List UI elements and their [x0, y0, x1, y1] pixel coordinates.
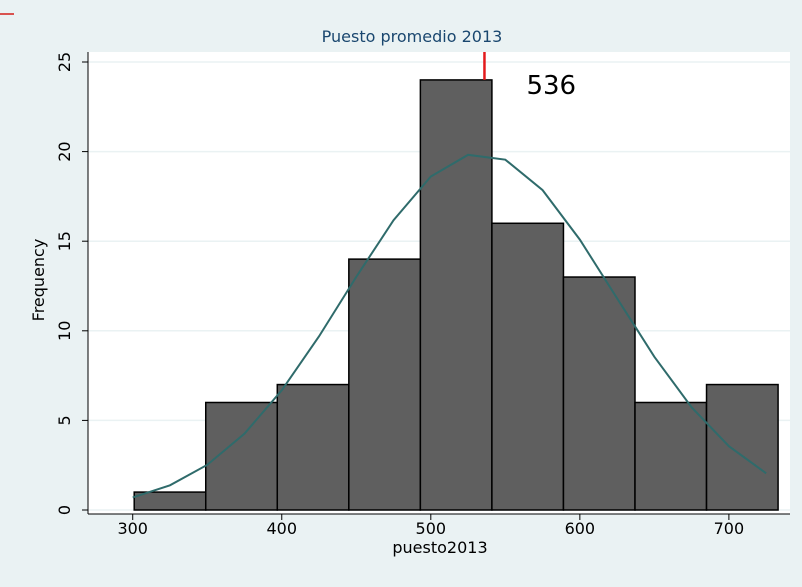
- x-tick-label: 600: [565, 519, 596, 538]
- normal-curve: [132, 153, 767, 499]
- bar: [419, 79, 493, 511]
- y-tick-label: 5: [55, 415, 74, 425]
- x-tick-label: 300: [117, 519, 148, 538]
- x-tick-label: 400: [266, 519, 297, 538]
- x-tick-label: 700: [714, 519, 745, 538]
- y-tick-label: 20: [55, 141, 74, 161]
- y-tick-label: 0: [55, 505, 74, 515]
- bar: [634, 401, 708, 511]
- x-tick-label: 500: [416, 519, 447, 538]
- bar: [276, 383, 350, 511]
- y-axis-label: Frequency: [29, 239, 48, 322]
- chart-title: Puesto promedio 2013: [322, 27, 503, 46]
- y-tick-label: 15: [55, 231, 74, 251]
- bar: [348, 258, 422, 511]
- bar: [133, 491, 207, 511]
- y-tick-label: 25: [55, 52, 74, 72]
- x-axis-label: puesto2013: [392, 538, 487, 557]
- y-tick-label: 10: [55, 321, 74, 341]
- bar: [562, 276, 636, 511]
- bar: [491, 222, 565, 511]
- bar: [705, 383, 779, 511]
- reference-label: 536: [526, 71, 576, 101]
